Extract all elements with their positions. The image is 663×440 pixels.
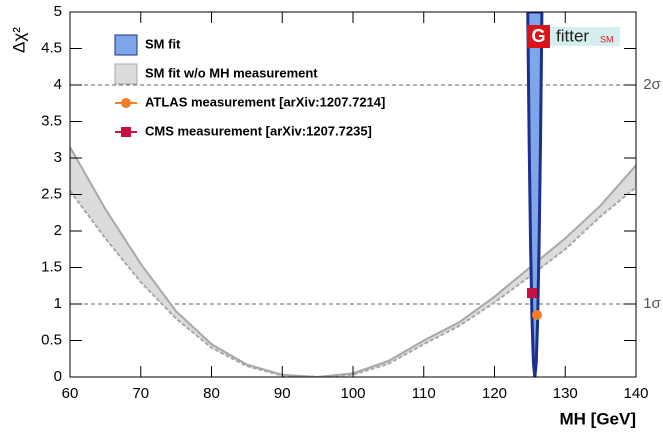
legend-marker (121, 127, 131, 137)
y-tick-label: 1.5 (41, 258, 62, 275)
x-tick-label: 60 (62, 385, 79, 402)
x-tick-label: 130 (553, 385, 578, 402)
data-point (531, 309, 542, 320)
x-tick-label: 100 (340, 385, 365, 402)
y-tick-label: 2.5 (41, 185, 62, 202)
logo-bg (550, 27, 620, 46)
y-tick-label: 4.5 (41, 39, 62, 56)
legend-swatch (114, 63, 138, 85)
data-point (526, 288, 537, 299)
y-axis-label: Δχ² (9, 27, 28, 53)
x-tick-label: 80 (203, 385, 220, 402)
y-tick-label: 0 (54, 368, 62, 385)
y-tick-label: 4 (54, 76, 62, 93)
logo-mark: G (531, 26, 545, 46)
y-tick-label: 5 (54, 3, 62, 20)
x-tick-label: 110 (412, 385, 436, 402)
legend-label: CMS measurement [arXiv:1207.7235] (145, 123, 372, 138)
x-tick-label: 90 (274, 385, 291, 402)
logo-text: fitter (556, 26, 589, 45)
y-tick-label: 1 (54, 295, 62, 312)
legend-label: SM fit (145, 36, 181, 51)
logo-box (527, 25, 550, 48)
fit-curve (526, 12, 544, 377)
logo-tag: SM (600, 34, 614, 44)
x-tick-label: 120 (482, 385, 507, 402)
reference-label: 1σ (643, 295, 661, 312)
x-axis-label: MH [GeV] (560, 409, 637, 428)
logo: G fitter SM (527, 25, 620, 48)
legend-label: SM fit w/o MH measurement (145, 65, 318, 80)
y-tick-label: 2 (54, 222, 62, 239)
x-tick-label: 70 (132, 385, 149, 402)
legend-swatch (114, 34, 138, 56)
band-lower (70, 186, 636, 377)
y-tick-label: 3 (54, 149, 62, 166)
y-tick-label: 0.5 (41, 331, 62, 348)
legend-marker (121, 98, 131, 108)
legend-label: ATLAS measurement [arXiv:1207.7214] (145, 94, 385, 109)
reference-label: 2σ (643, 76, 661, 93)
y-tick-label: 3.5 (41, 112, 62, 129)
x-tick-label: 140 (623, 385, 648, 402)
